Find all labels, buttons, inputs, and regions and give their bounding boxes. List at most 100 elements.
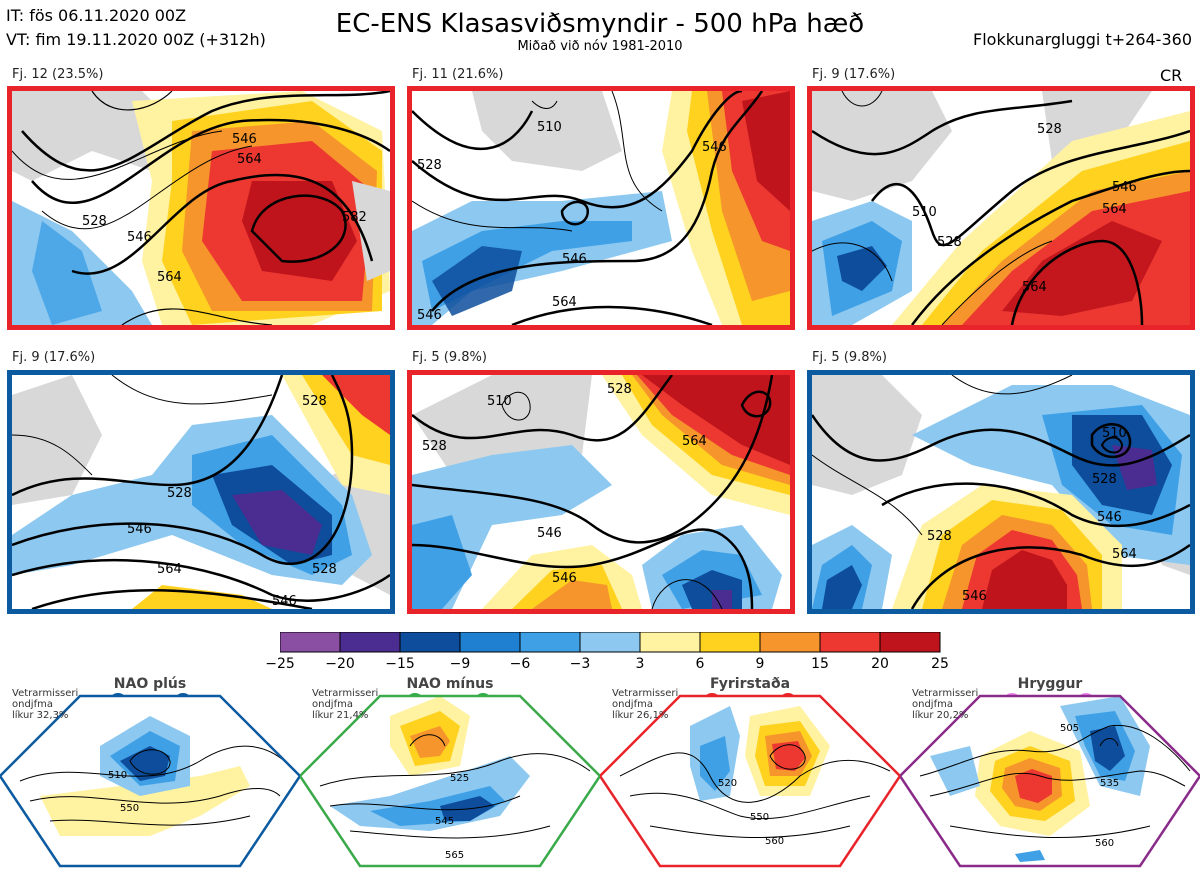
contour-label: 510 xyxy=(108,770,127,781)
contour-label: 528 xyxy=(302,394,327,409)
contour-label: 582 xyxy=(342,210,367,225)
colorbar-segment xyxy=(579,632,641,653)
contour-label: 550 xyxy=(120,803,139,814)
regime-title: Hryggur xyxy=(1017,676,1083,692)
panel-4-label: Fj. 9 (17.6%) xyxy=(12,350,96,365)
colorbar-tick: 25 xyxy=(931,656,949,672)
contour-label: 546 xyxy=(127,522,152,537)
colorbar-tick: 15 xyxy=(811,656,829,672)
valid-time: VT: fim 19.11.2020 00Z (+312h) xyxy=(6,30,266,49)
contour-label: 510 xyxy=(537,120,562,135)
page-title: EC-ENS Klasasviðsmyndir - 500 hPa hæð xyxy=(335,9,865,39)
contour-label: 528 xyxy=(82,214,107,229)
contour-label: 528 xyxy=(312,562,337,577)
contour-label: 546 xyxy=(127,230,152,245)
contour-label: 564 xyxy=(682,434,707,449)
cluster-map-3: 528 510 528 546 564 564 xyxy=(807,86,1195,330)
contour-label: 546 xyxy=(552,571,577,586)
contour-label: 528 xyxy=(1037,122,1062,137)
regime-title: NAO plús xyxy=(113,676,187,692)
contour-label: 525 xyxy=(450,773,469,784)
colorbar-tick: 9 xyxy=(755,656,765,672)
contour-label: 535 xyxy=(1100,778,1119,789)
colorbar-segment xyxy=(399,632,461,653)
panel-3-label: Fj. 9 (17.6%) xyxy=(812,67,896,82)
panel-6-label: Fj. 5 (9.8%) xyxy=(812,350,887,365)
cluster-map-4: 528 546 564 528 546 528 xyxy=(7,370,395,614)
colorbar-tick: 3 xyxy=(635,656,645,672)
contour-label: 528 xyxy=(417,158,442,173)
contour-label: 546 xyxy=(962,589,987,604)
colorbar-segment xyxy=(519,632,581,653)
colorbar-segment xyxy=(759,632,821,653)
colorbar-tick: −20 xyxy=(325,656,355,672)
colorbar-segment xyxy=(819,632,881,653)
contour-label: 546 xyxy=(417,308,442,323)
panel-2-label: Fj. 11 (21.6%) xyxy=(412,67,504,82)
contour-label: 546 xyxy=(702,140,727,155)
regime-probability: Vetrarmisseri ondjfma líkur 20,2% xyxy=(912,688,979,721)
contour-label: 546 xyxy=(272,594,297,609)
cluster-map-6: 510 528 546 528 546 564 xyxy=(807,370,1195,614)
colorbar-segment xyxy=(459,632,521,653)
contour-label: 564 xyxy=(1022,280,1047,295)
contour-label: 528 xyxy=(1092,472,1117,487)
contour-label: 528 xyxy=(167,486,192,501)
contour-label: 565 xyxy=(445,850,464,861)
colorbar-tick: 6 xyxy=(695,656,705,672)
regime-title: NAO mínus xyxy=(406,676,494,692)
colorbar-tick: −9 xyxy=(449,656,471,672)
regime-title: Fyrirstaða xyxy=(709,676,791,692)
regime-probability: Vetrarmisseri ondjfma líkur 21,4% xyxy=(312,688,379,721)
colorbar-segment xyxy=(879,632,941,653)
contour-label: 546 xyxy=(537,526,562,541)
classification-window: Flokkunargluggi t+264-360 xyxy=(973,30,1192,49)
colorbar-tick: −25 xyxy=(265,656,295,672)
colorbar-segment xyxy=(339,632,401,653)
contour-label: 564 xyxy=(1112,547,1137,562)
contour-label: 560 xyxy=(1095,838,1114,849)
regime-nao-minus: NAO mínus Vetrarmisseri ondjfma líkur 21,4… xyxy=(298,676,602,871)
regime-blocking: Fyrirstaða Vetrarmisseri ondjfma líkur 26,… xyxy=(598,676,902,871)
contour-label: 564 xyxy=(157,562,182,577)
contour-label: 520 xyxy=(718,778,737,789)
contour-label: 510 xyxy=(487,394,512,409)
panel-1-label: Fj. 12 (23.5%) xyxy=(12,67,104,82)
page-subtitle: Miðað við nóv 1981-2010 xyxy=(517,39,683,54)
regime-probability: Vetrarmisseri ondjfma líkur 32,3% xyxy=(12,688,79,721)
contour-label: 510 xyxy=(912,205,937,220)
colorbar-tick: −3 xyxy=(569,656,591,672)
contour-label: 528 xyxy=(937,235,962,250)
issue-time: IT: fös 06.11.2020 00Z xyxy=(6,6,187,25)
contour-label: 560 xyxy=(765,836,784,847)
contour-label: 546 xyxy=(1097,510,1122,525)
cluster-map-2: 510 528 546 546 564 546 xyxy=(407,86,795,330)
colorbar xyxy=(280,632,941,653)
contour-label: 564 xyxy=(1102,202,1127,217)
contour-label: 546 xyxy=(562,252,587,267)
regime-probability: Vetrarmisseri ondjfma líkur 26,1% xyxy=(612,688,679,721)
cluster-map-5: 528 510 528 546 564 546 xyxy=(407,370,795,614)
contour-label: 550 xyxy=(750,812,769,823)
contour-label: 545 xyxy=(435,816,454,827)
contour-label: 528 xyxy=(927,529,952,544)
regime-ridge: Hryggur Vetrarmisseri ondjfma líkur 20,2% … xyxy=(898,676,1200,871)
cr-label: CR xyxy=(1160,66,1183,85)
cluster-map-1: 528 546 564 582 546 564 xyxy=(7,86,395,330)
contour-label: 564 xyxy=(237,152,262,167)
contour-label: 510 xyxy=(1102,426,1127,441)
contour-label: 546 xyxy=(232,132,257,147)
contour-label: 528 xyxy=(607,382,632,397)
contour-label: 546 xyxy=(1112,180,1137,195)
contour-label: 505 xyxy=(1060,723,1079,734)
contour-label: 528 xyxy=(422,439,447,454)
colorbar-tick: −6 xyxy=(509,656,531,672)
colorbar-segment xyxy=(639,632,701,653)
colorbar-segment xyxy=(280,632,341,653)
contour-label: 564 xyxy=(552,295,577,310)
contour-label: 564 xyxy=(157,270,182,285)
panel-5-label: Fj. 5 (9.8%) xyxy=(412,350,487,365)
colorbar-segment xyxy=(699,632,761,653)
regime-nao-plus: NAO plús Vetrarmisseri ondjfma líkur 32,3%… xyxy=(0,676,302,871)
colorbar-tick: 20 xyxy=(871,656,889,672)
